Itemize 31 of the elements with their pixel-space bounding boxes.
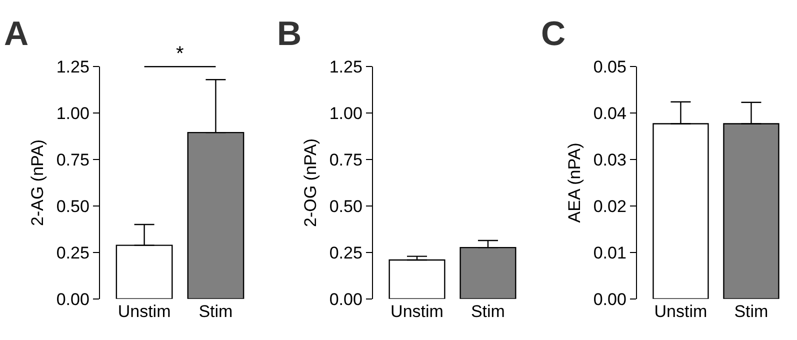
x-tick-label: Stim xyxy=(470,302,505,321)
y-tick-label: 0.05 xyxy=(593,58,626,77)
y-tick-label: 0.25 xyxy=(329,243,362,262)
y-tick-label: 0.04 xyxy=(593,104,626,123)
chart-title: C xyxy=(541,15,566,53)
x-tick-label: Unstim xyxy=(118,302,171,321)
text: * xyxy=(176,43,184,65)
y-tick-label: 0.50 xyxy=(329,196,362,216)
y-tick-label: 0.50 xyxy=(56,196,90,216)
chart-title: A xyxy=(4,15,29,53)
y-tick-label: 1.25 xyxy=(56,58,90,77)
y-tick-label: 0.00 xyxy=(329,290,362,309)
y-tick-label: 0.00 xyxy=(593,290,626,309)
y-tick-label: 1.25 xyxy=(329,58,362,77)
y-tick-label: 0.01 xyxy=(593,243,626,262)
x-tick-label: Stim xyxy=(198,302,233,321)
chart-title: B xyxy=(277,15,302,53)
x-tick-label: Unstim xyxy=(390,302,444,321)
x-tick-label: Unstim xyxy=(654,302,708,321)
y-tick-label: 0.03 xyxy=(593,150,626,170)
y-tick-label: 0.25 xyxy=(56,243,90,262)
y-axis-title: 2-OG (nPA) xyxy=(300,138,320,227)
y-tick-label: 0.75 xyxy=(56,150,90,170)
y-axis-title: AEA (nPA) xyxy=(564,142,584,223)
y-tick-label: 0.75 xyxy=(329,150,362,170)
x-tick-label: Stim xyxy=(734,302,768,321)
y-axis-title: 2-AG (nPA) xyxy=(28,139,47,226)
y-tick-label: 0.02 xyxy=(593,196,626,216)
y-tick-label: 1.00 xyxy=(329,104,362,123)
y-tick-label: 1.00 xyxy=(56,104,90,123)
y-tick-label: 0.00 xyxy=(56,290,90,309)
